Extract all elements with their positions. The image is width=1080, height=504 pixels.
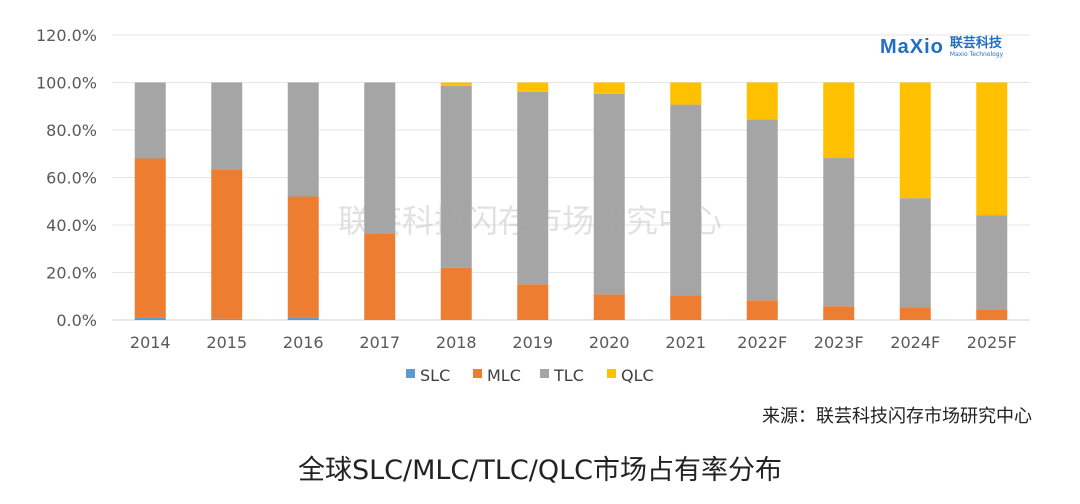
- legend-label-mlc: MLC: [487, 366, 521, 385]
- bar-mlc-2017: [364, 233, 396, 320]
- bar-tlc-2017: [364, 82, 396, 234]
- bar-qlc-2021: [670, 82, 702, 105]
- y-tick-label: 0.0%: [56, 311, 97, 330]
- x-tick-label: 2024F: [890, 333, 940, 352]
- x-tick-label: 2018: [436, 333, 477, 352]
- bar-qlc-2023F: [823, 82, 855, 159]
- bar-tlc-2018: [440, 85, 472, 268]
- y-tick-label: 80.0%: [46, 121, 97, 140]
- stacked-bar-chart: 0.0% 20.0% 40.0% 60.0% 80.0% 100.0% 120.0% 2014…: [36, 26, 1030, 385]
- legend-swatch-slc: [406, 369, 415, 378]
- bar-mlc-2015: [211, 169, 243, 319]
- watermark: 联芸科技闪存市场研究中心: [338, 202, 723, 240]
- bar-tlc-2016: [287, 82, 319, 197]
- bar-qlc-2018: [440, 82, 472, 86]
- bar-qlc-2024F: [899, 82, 931, 199]
- legend-label-tlc: TLC: [553, 366, 584, 385]
- bar-mlc-2018: [440, 267, 472, 320]
- y-tick-label: 120.0%: [36, 26, 97, 45]
- bar-mlc-2021: [670, 295, 702, 320]
- bar-mlc-2025F: [976, 310, 1008, 320]
- maxio-logo: MaXio 联芸科技 Maxio Technology: [880, 36, 1003, 59]
- x-tick-label: 2020: [589, 333, 630, 352]
- bar-mlc-2016: [287, 196, 319, 318]
- bar-slc-2015: [211, 318, 243, 320]
- bar-mlc-2022F: [746, 300, 778, 320]
- y-tick-label: 60.0%: [46, 169, 97, 188]
- bar-slc-2014: [134, 317, 166, 320]
- source-note: 来源：联芸科技闪存市场研究中心: [762, 406, 1032, 427]
- legend-swatch-tlc: [540, 369, 549, 378]
- bar-qlc-2022F: [746, 82, 778, 120]
- bar-tlc-2015: [211, 82, 243, 170]
- logo-mark: MaXio: [880, 36, 944, 58]
- bar-mlc-2023F: [823, 306, 855, 320]
- legend-swatch-qlc: [607, 369, 616, 378]
- bar-tlc-2023F: [823, 158, 855, 307]
- logo-cn: 联芸科技: [949, 35, 1002, 51]
- y-tick-label: 40.0%: [46, 216, 97, 235]
- bar-tlc-2014: [134, 82, 166, 159]
- x-tick-label: 2015: [206, 333, 247, 352]
- bar-tlc-2022F: [746, 119, 778, 301]
- bar-mlc-2014: [134, 158, 166, 318]
- x-tick-label: 2017: [359, 333, 400, 352]
- bar-qlc-2025F: [976, 82, 1008, 216]
- logo-en: Maxio Technology: [949, 50, 1004, 58]
- bar-qlc-2020: [593, 82, 625, 94]
- y-tick-label: 100.0%: [36, 74, 97, 93]
- bar-mlc-2024F: [899, 307, 931, 320]
- bar-tlc-2024F: [899, 198, 931, 308]
- legend-swatch-mlc: [473, 369, 482, 378]
- x-tick-label: 2023F: [814, 333, 864, 352]
- x-tick-label: 2016: [283, 333, 324, 352]
- legend-label-slc: SLC: [420, 366, 450, 385]
- bar-qlc-2019: [517, 82, 549, 92]
- bar-tlc-2020: [593, 93, 625, 295]
- bar-tlc-2025F: [976, 215, 1008, 311]
- x-tick-label: 2014: [130, 333, 171, 352]
- bar-tlc-2019: [517, 91, 549, 285]
- figure-caption: 全球SLC/MLC/TLC/QLC市场占有率分布: [297, 455, 783, 486]
- bar-mlc-2019: [517, 284, 549, 320]
- x-tick-label: 2022F: [737, 333, 787, 352]
- x-tick-label: 2021: [665, 333, 706, 352]
- x-tick-label: 2019: [512, 333, 553, 352]
- bar-tlc-2021: [670, 104, 702, 296]
- bar-mlc-2020: [593, 294, 625, 320]
- bar-slc-2016: [287, 317, 319, 320]
- legend-label-qlc: QLC: [621, 366, 654, 385]
- x-tick-label: 2025F: [967, 333, 1017, 352]
- y-tick-label: 20.0%: [46, 264, 97, 283]
